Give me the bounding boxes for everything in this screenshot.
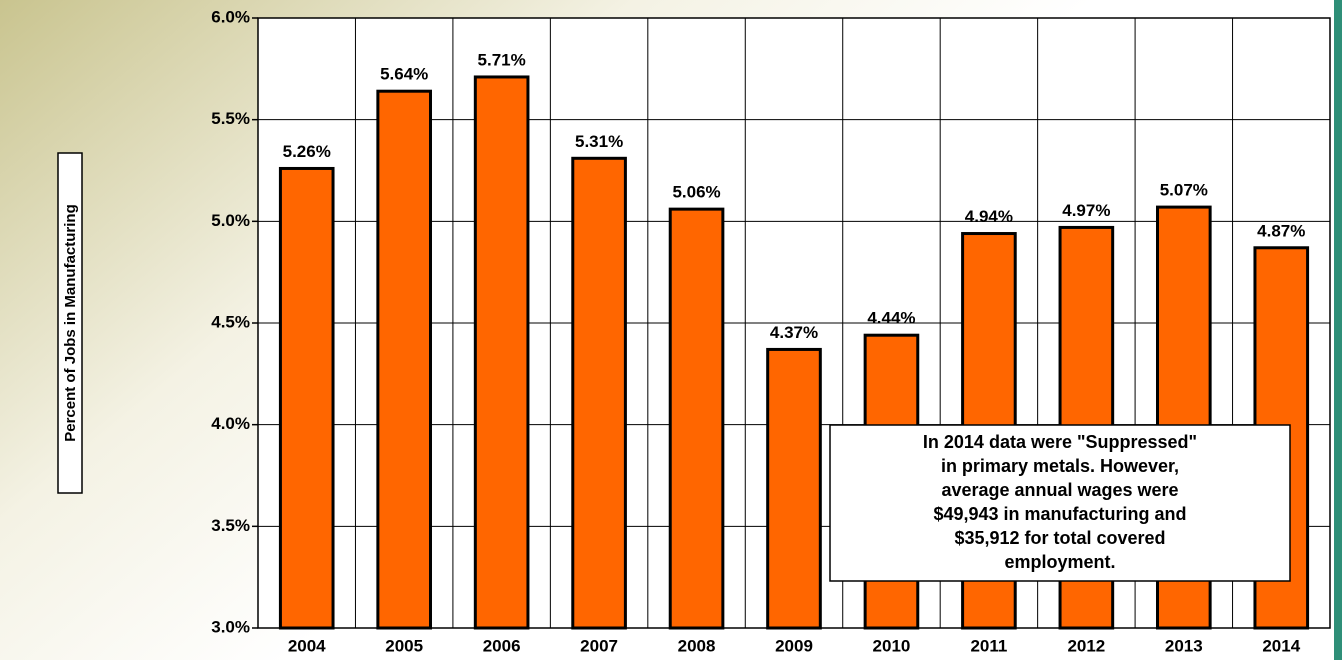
annotation-line: $49,943 in manufacturing and — [933, 504, 1186, 524]
annotation-line: In 2014 data were "Suppressed" — [923, 432, 1197, 452]
data-label: 4.97% — [1062, 201, 1110, 220]
y-tick-label: 6.0% — [211, 7, 250, 26]
y-tick-label: 5.0% — [211, 211, 250, 230]
bar — [473, 75, 530, 630]
y-tick-label: 4.5% — [211, 312, 250, 331]
bar — [766, 347, 822, 630]
annotation-line: in primary metals. However, — [941, 456, 1179, 476]
x-tick-label: 2013 — [1165, 636, 1203, 655]
x-tick-label: 2011 — [970, 636, 1007, 655]
bar — [376, 89, 432, 630]
data-label: 4.37% — [770, 323, 818, 342]
bar — [571, 156, 627, 630]
data-label: 4.44% — [867, 309, 915, 328]
x-tick-label: 2005 — [385, 636, 423, 655]
annotation-line: $35,912 for total covered — [954, 528, 1165, 548]
data-label: 5.07% — [1160, 181, 1208, 200]
x-tick-label: 2010 — [873, 636, 911, 655]
bar — [668, 207, 725, 630]
annotation-box — [829, 424, 1291, 582]
annotation-line: employment. — [1004, 552, 1115, 572]
data-label: 4.94% — [965, 207, 1013, 226]
data-label: 5.64% — [380, 65, 428, 84]
edge-strip — [1334, 0, 1342, 660]
y-axis-label: Percent of Jobs in Manufacturing — [62, 204, 79, 442]
annotation-line: average annual wages were — [941, 480, 1178, 500]
x-tick-label: 2014 — [1262, 636, 1300, 655]
data-label: 5.31% — [575, 132, 623, 151]
x-tick-label: 2004 — [288, 636, 326, 655]
x-tick-label: 2007 — [580, 636, 618, 655]
x-tick-label: 2006 — [483, 636, 521, 655]
y-tick-label: 4.0% — [211, 414, 250, 433]
data-label: 4.87% — [1257, 221, 1305, 240]
y-tick-label: 5.5% — [211, 109, 250, 128]
bar — [278, 166, 335, 630]
y-tick-label: 3.0% — [211, 617, 250, 636]
x-tick-label: 2012 — [1067, 636, 1105, 655]
x-tick-label: 2008 — [678, 636, 716, 655]
data-label: 5.71% — [478, 50, 526, 69]
x-tick-label: 2009 — [775, 636, 813, 655]
data-label: 5.26% — [283, 142, 331, 161]
y-axis-label-box — [57, 152, 83, 494]
y-axis-label-group: Percent of Jobs in Manufacturing — [57, 152, 83, 494]
data-label: 5.06% — [672, 183, 720, 202]
y-tick-label: 3.5% — [211, 516, 250, 535]
